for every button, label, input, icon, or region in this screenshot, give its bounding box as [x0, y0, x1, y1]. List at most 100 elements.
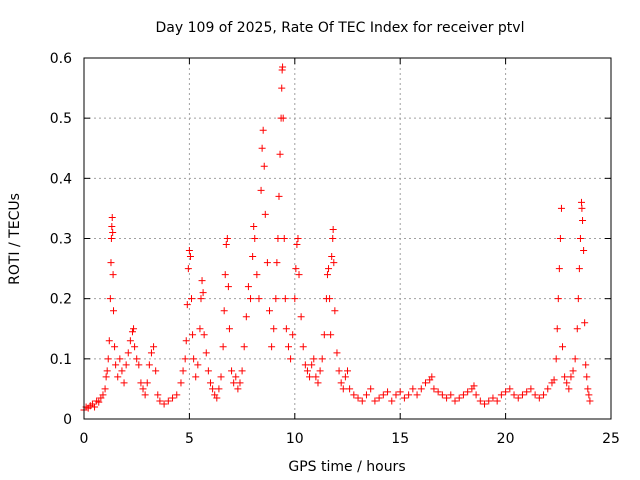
data-point: [102, 373, 110, 381]
data-point: [109, 228, 117, 236]
data-point: [409, 385, 417, 393]
data-point: [154, 391, 162, 399]
data-point: [257, 186, 265, 194]
grid-layer: [84, 58, 611, 419]
data-point: [316, 367, 324, 375]
data-point: [554, 295, 562, 303]
data-point: [259, 126, 267, 134]
data-point: [122, 361, 130, 369]
x-tick-label: 20: [497, 431, 515, 447]
data-point: [215, 385, 223, 393]
data-point: [186, 253, 194, 261]
data-point: [196, 325, 204, 333]
data-point: [272, 295, 280, 303]
data-point: [183, 301, 191, 309]
data-point: [559, 343, 567, 351]
data-point: [185, 247, 193, 255]
data-point: [220, 307, 228, 315]
data-point: [314, 379, 322, 387]
data-point: [292, 265, 300, 273]
data-point: [182, 337, 190, 345]
data-point: [279, 63, 287, 71]
data-point: [563, 379, 571, 387]
data-point: [197, 295, 205, 303]
data-point: [118, 367, 126, 375]
data-point: [580, 247, 588, 255]
data-point: [371, 397, 379, 405]
data-point: [275, 192, 283, 200]
data-point: [143, 379, 151, 387]
data-point: [289, 331, 297, 339]
data-point: [341, 373, 349, 381]
data-point: [497, 391, 505, 399]
data-point: [99, 391, 107, 399]
data-point: [107, 259, 115, 267]
data-point: [270, 325, 278, 333]
data-point: [150, 343, 158, 351]
data-point: [455, 394, 463, 402]
data-point: [202, 349, 210, 357]
data-point: [101, 385, 109, 393]
data-point: [261, 210, 269, 218]
data-point: [247, 295, 255, 303]
data-point: [108, 213, 116, 221]
data-point: [493, 397, 501, 405]
data-point: [320, 331, 328, 339]
data-point: [160, 400, 168, 408]
data-point: [555, 265, 563, 273]
data-point: [379, 391, 387, 399]
data-point: [362, 391, 370, 399]
data-point: [312, 373, 320, 381]
data-point: [328, 253, 336, 261]
data-point: [221, 271, 229, 279]
data-point: [263, 259, 271, 267]
data-point: [133, 355, 141, 363]
data-point: [110, 307, 118, 315]
data-point: [293, 241, 301, 249]
data-point: [219, 343, 227, 351]
data-point: [213, 394, 221, 402]
data-point: [116, 355, 124, 363]
data-point: [464, 388, 472, 396]
data-point: [489, 394, 497, 402]
data-point: [553, 325, 561, 333]
data-point: [280, 235, 288, 242]
data-point: [284, 343, 292, 351]
data-point: [232, 373, 240, 381]
data-point: [111, 343, 119, 351]
data-point: [190, 355, 198, 363]
data-point: [354, 394, 362, 402]
data-point: [306, 373, 314, 381]
data-point: [565, 385, 573, 393]
data-point: [194, 361, 202, 369]
x-axis-title: GPS time / hours: [288, 459, 405, 475]
data-point: [573, 325, 581, 333]
data-point: [204, 367, 212, 375]
chart-title: Day 109 of 2025, Rate Of TEC Index for r…: [156, 20, 525, 36]
data-point: [251, 235, 259, 242]
data-point: [188, 295, 196, 303]
y-tick-label: 0.2: [50, 292, 72, 308]
data-point: [238, 367, 246, 375]
plot-frame: [83, 57, 612, 420]
data-point: [200, 331, 208, 339]
data-point: [107, 235, 115, 242]
data-point: [299, 343, 307, 351]
data-point: [124, 349, 132, 357]
data-point: [346, 385, 354, 393]
data-point: [303, 367, 311, 375]
data-point: [250, 222, 258, 230]
data-point: [392, 391, 400, 399]
data-point: [181, 355, 189, 363]
data-point: [281, 295, 289, 303]
data-point: [173, 391, 181, 399]
x-tick-label: 5: [185, 431, 194, 447]
data-point: [550, 376, 558, 384]
data-point: [577, 198, 585, 206]
data-point: [485, 397, 493, 405]
data-point: [430, 385, 438, 393]
data-point: [339, 385, 347, 393]
data-point: [228, 367, 236, 375]
